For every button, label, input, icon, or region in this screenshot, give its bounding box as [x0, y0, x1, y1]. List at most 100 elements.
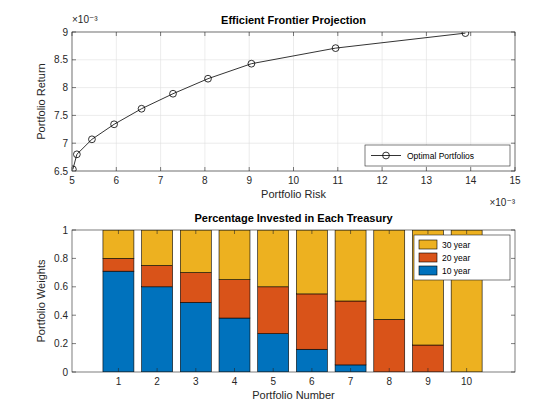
chart-title: Percentage Invested in Each Treasury: [194, 212, 393, 224]
x-tick-top: [466, 230, 467, 234]
bar-segment: [335, 301, 366, 365]
plot-background: [72, 230, 515, 372]
axes-1: 1234567891000.20.40.60.81Percentage Inve…: [35, 212, 515, 401]
bar-segment: [219, 230, 250, 280]
y-tick-right: [511, 343, 515, 344]
x-tick-top: [160, 32, 161, 36]
y-tick: [72, 59, 76, 60]
x-tick: [204, 167, 205, 171]
y-axis-label: Portfolio Weights: [35, 259, 47, 342]
x-tick: [426, 167, 427, 171]
marker-circle: [111, 121, 118, 128]
x-tick: [470, 167, 471, 171]
y-tick-right: [511, 372, 515, 373]
y-tick-label: 0.4: [54, 310, 68, 321]
ticks: 1234567891000.20.40.60.81: [54, 225, 515, 388]
marker-circle: [138, 105, 145, 112]
y-tick-label: 0.6: [54, 281, 68, 292]
x-tick-label: 5: [69, 175, 75, 186]
grid-line-y: [72, 143, 515, 144]
x-tick-label: 11: [333, 175, 344, 186]
x-tick-label: 1: [116, 376, 122, 387]
x-tick-label: 13: [421, 175, 433, 186]
x-tick-top: [72, 32, 73, 36]
x-tick-top: [118, 230, 119, 234]
x-tick: [293, 167, 294, 171]
x-tick-top: [195, 230, 196, 234]
legend: 30 year 20 year 10 year: [414, 235, 510, 280]
bar-segment: [142, 230, 173, 266]
y-tick-right: [511, 87, 515, 88]
x-tick-label: 12: [377, 175, 389, 186]
x-tick-top: [311, 230, 312, 234]
bar-segment: [219, 318, 250, 372]
grid-line-y: [72, 87, 515, 88]
x-tick-top: [234, 230, 235, 234]
axes-frame: [72, 230, 515, 372]
grid-line-x: [204, 32, 205, 171]
legend-label: 20 year: [442, 253, 471, 263]
y-tick: [72, 372, 76, 373]
y-tick-right: [511, 32, 515, 33]
x-tick-top: [426, 32, 427, 36]
x-exponent-label: ×10⁻³: [489, 197, 515, 208]
legend: Optimal Portfolios: [365, 145, 510, 166]
x-tick-top: [389, 230, 390, 234]
legend-label: 30 year: [442, 240, 471, 250]
y-tick-right: [511, 286, 515, 287]
y-tick: [72, 315, 76, 316]
x-tick-label: 8: [386, 376, 392, 387]
bar-segment: [258, 230, 289, 287]
figure-background: [0, 0, 560, 420]
x-tick: [350, 368, 351, 372]
y-tick-label: 8.5: [54, 54, 68, 65]
y-tick: [72, 343, 76, 344]
grid-line-x: [116, 32, 117, 171]
legend-marker: [383, 152, 390, 159]
x-tick-label: 3: [193, 376, 199, 387]
x-tick: [118, 368, 119, 372]
y-tick: [72, 115, 76, 116]
y-tick: [72, 230, 76, 231]
legend-line: [371, 155, 401, 156]
x-tick: [273, 368, 274, 372]
grid-line-y: [72, 115, 515, 116]
grid-line-x: [160, 32, 161, 171]
marker-circle: [462, 32, 469, 37]
legend-box: [365, 145, 510, 166]
x-tick-top: [382, 32, 383, 36]
x-tick: [466, 368, 467, 372]
x-tick: [116, 167, 117, 171]
legend-label: 10 year: [442, 266, 471, 276]
plot-background: [72, 32, 515, 171]
y-tick-right: [511, 143, 515, 144]
legend-box: [414, 235, 510, 280]
x-tick-top: [337, 32, 338, 36]
x-tick-label: 9: [246, 175, 252, 186]
x-axis-label: Portfolio Risk: [261, 188, 326, 200]
y-tick: [72, 258, 76, 259]
y-tick-label: 0.2: [54, 338, 68, 349]
x-tick: [157, 368, 158, 372]
bar-segment: [180, 230, 211, 273]
bar-segment: [296, 349, 327, 372]
bar-segment: [296, 294, 327, 349]
x-tick-top: [350, 230, 351, 234]
x-tick-label: 2: [154, 376, 160, 387]
x-tick-top: [515, 32, 516, 36]
x-tick-top: [273, 230, 274, 234]
legend-label: Optimal Portfolios: [407, 151, 474, 161]
y-tick-right: [511, 315, 515, 316]
bar-segment: [374, 230, 405, 319]
grid-line-x: [337, 32, 338, 171]
y-exponent-label: ×10⁻³: [72, 14, 98, 25]
x-tick-label: 8: [202, 175, 208, 186]
chart-title: Efficient Frontier Projection: [221, 14, 366, 26]
x-tick-label: 10: [461, 376, 473, 387]
marker-circle: [332, 45, 339, 52]
x-tick-label: 7: [158, 175, 164, 186]
bar-segment: [258, 287, 289, 334]
y-tick-label: 1: [62, 225, 68, 236]
x-tick-top: [204, 32, 205, 36]
x-tick: [337, 167, 338, 171]
